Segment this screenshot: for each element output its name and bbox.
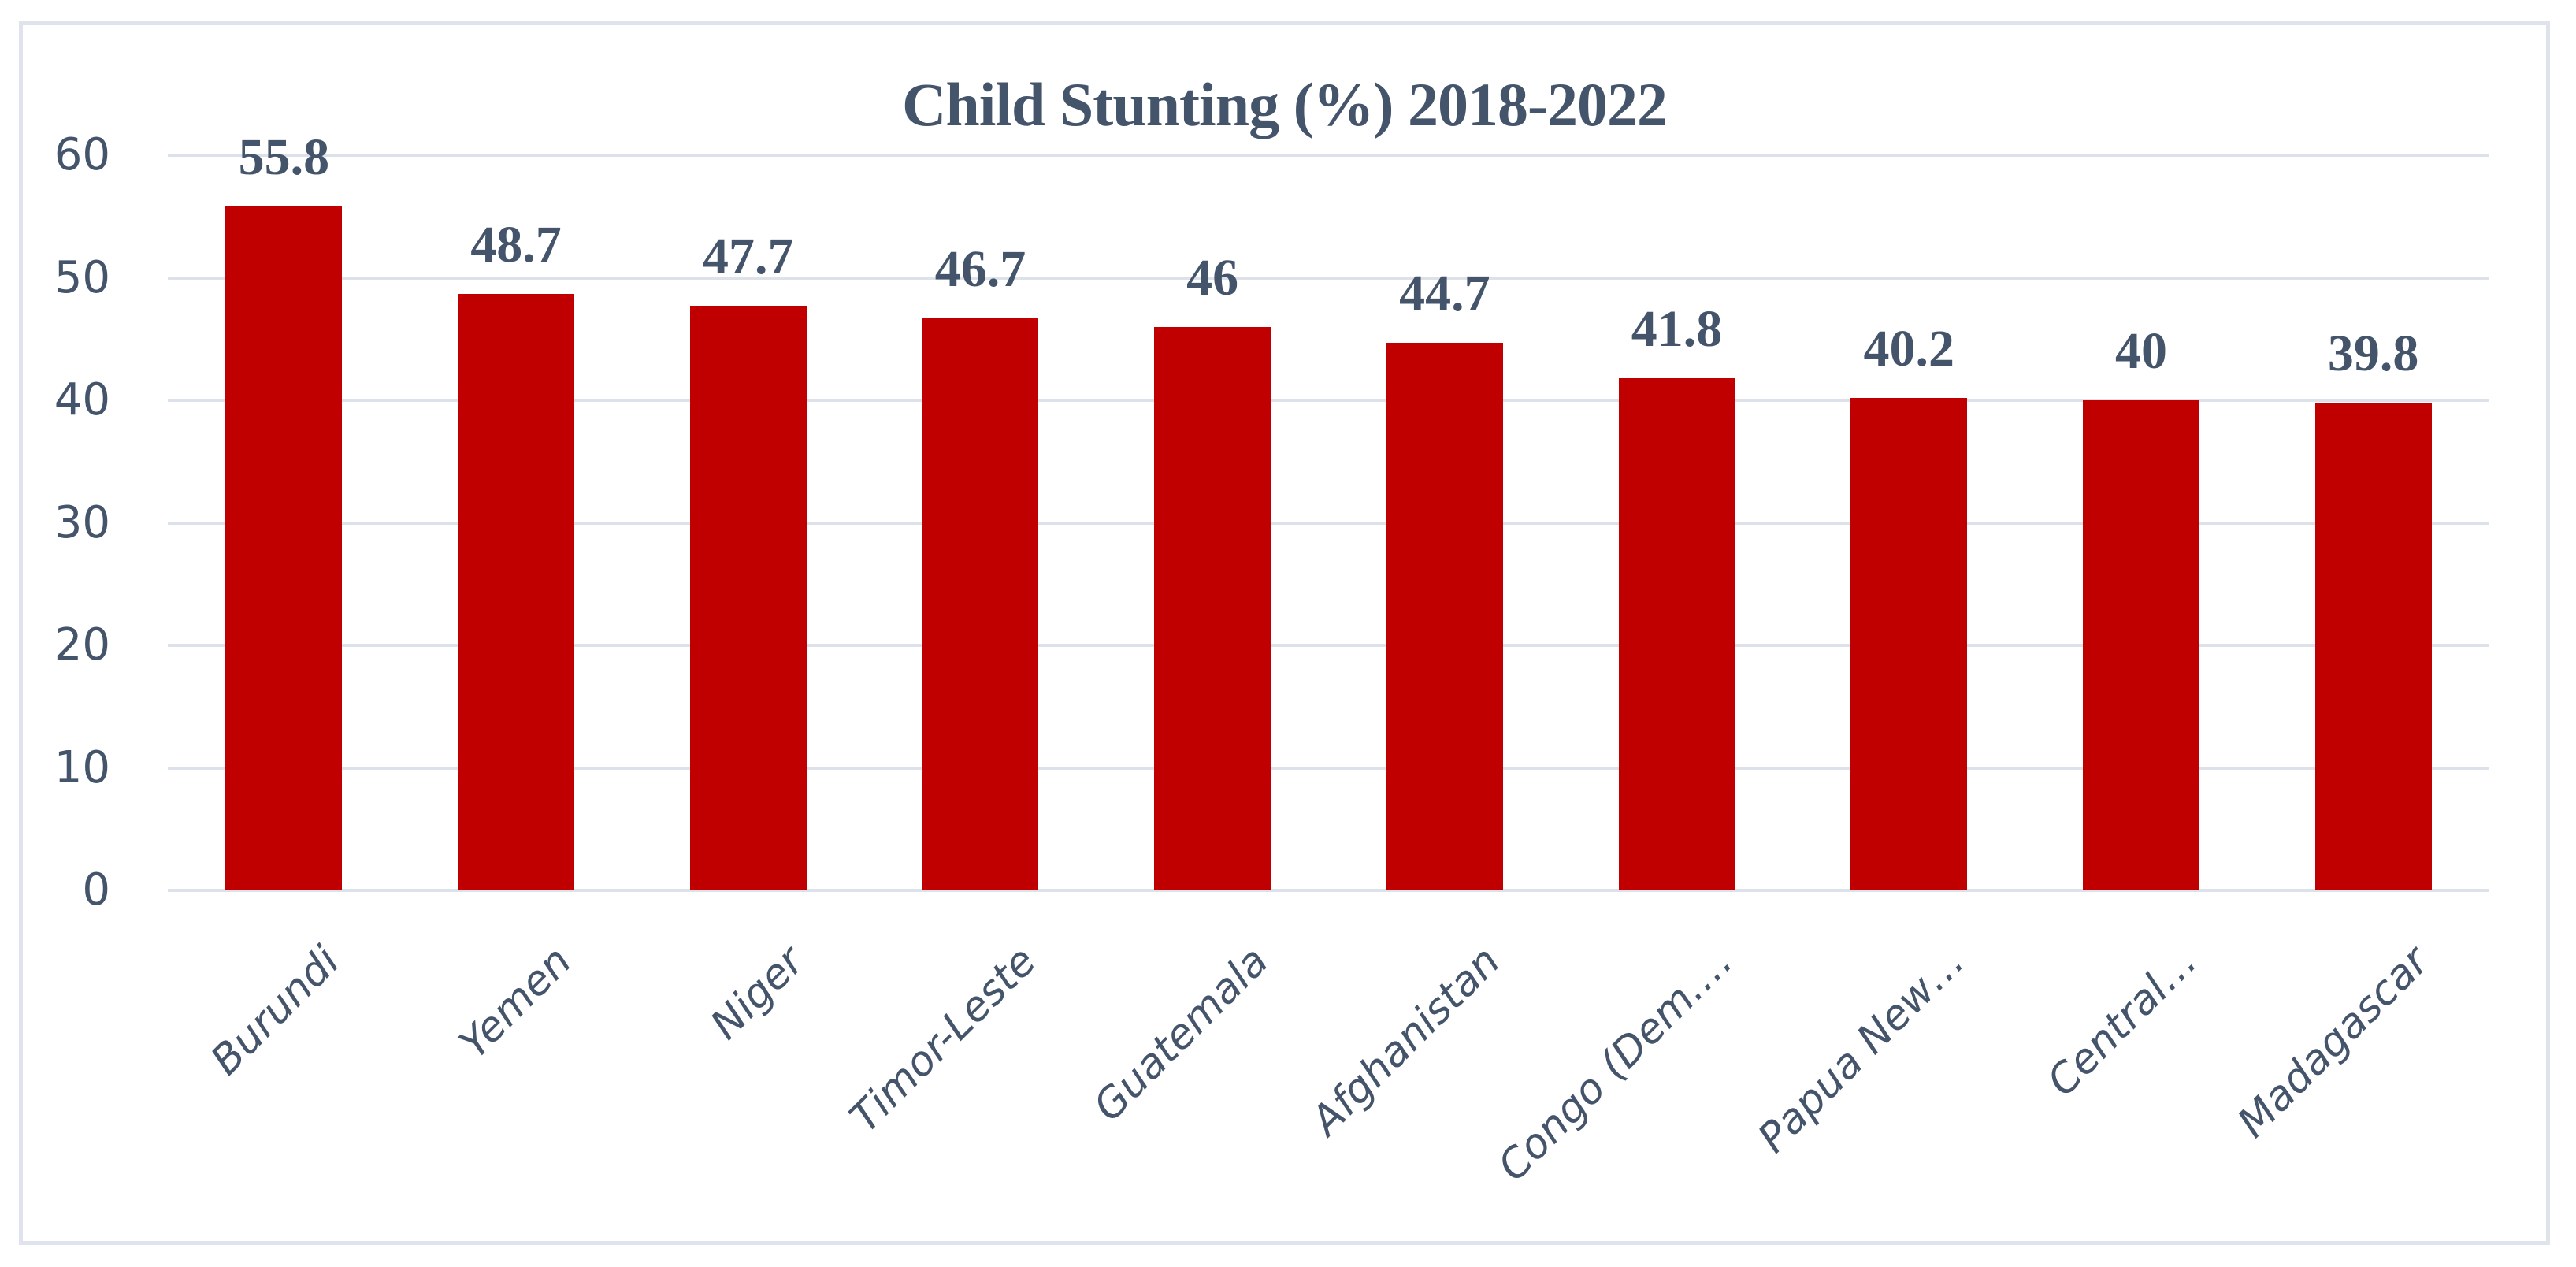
y-axis-tick-label: 10: [54, 741, 110, 793]
plot-area: 55.8 Burundi 48.7 Yemen 47.7 Niger 46.7 Timor-L…: [168, 128, 2489, 1191]
bar: [2082, 400, 2199, 890]
chart-frame: Child Stunting (%) 2018-2022 55.8 Burundi…: [19, 21, 2550, 1245]
x-axis-label: Central…: [2038, 938, 2207, 1106]
bar-value-label: 48.7: [470, 215, 562, 273]
bar-value-label: 39.8: [2327, 325, 2419, 383]
x-axis-label: Afghanistan: [1302, 938, 1510, 1145]
bar: [1618, 378, 1735, 890]
bar: [458, 293, 575, 890]
bar: [1850, 397, 1968, 890]
gridline: [168, 644, 2489, 647]
x-axis-label: Timor-Leste: [841, 938, 1045, 1143]
x-axis-label: Papua New…: [1749, 938, 1974, 1162]
gridline: [168, 521, 2489, 525]
gridline: [168, 276, 2489, 280]
y-axis-tick-label: 50: [54, 251, 110, 303]
bar: [922, 318, 1039, 890]
bar: [1386, 342, 1503, 890]
bar: [1154, 326, 1271, 890]
y-axis-tick-label: 30: [54, 496, 110, 548]
gridline: [168, 154, 2489, 157]
bar-value-label: 46: [1186, 248, 1239, 307]
x-axis-label: Madagascar: [2229, 938, 2439, 1147]
y-axis-tick-label: 0: [82, 864, 110, 916]
chart-title: Child Stunting (%) 2018-2022: [902, 70, 1668, 139]
bar-value-label: 40.2: [1863, 319, 1955, 377]
gridline: [168, 399, 2489, 402]
bar: [689, 306, 807, 890]
y-axis-tick-label: 40: [54, 374, 110, 425]
y-axis-tick-label: 60: [54, 129, 110, 180]
x-axis-label: Yemen: [451, 938, 581, 1068]
gridline: [168, 889, 2489, 892]
bar-value-label: 47.7: [703, 228, 794, 286]
gridline: [168, 766, 2489, 770]
bar-value-label: 55.8: [238, 128, 330, 187]
x-axis-label: Burundi: [202, 938, 349, 1085]
bar-value-label: 44.7: [1399, 264, 1490, 322]
bar-value-label: 41.8: [1631, 300, 1723, 359]
bar-value-label: 46.7: [934, 240, 1026, 298]
x-axis-label: Guatemala: [1084, 938, 1278, 1131]
bar: [225, 206, 343, 890]
y-axis-tick-label: 20: [54, 619, 110, 671]
bar-value-label: 40: [2114, 322, 2167, 380]
x-axis-label: Congo (Dem.…: [1488, 938, 1742, 1191]
x-axis-label: Niger: [701, 938, 814, 1050]
bar: [2314, 403, 2432, 890]
